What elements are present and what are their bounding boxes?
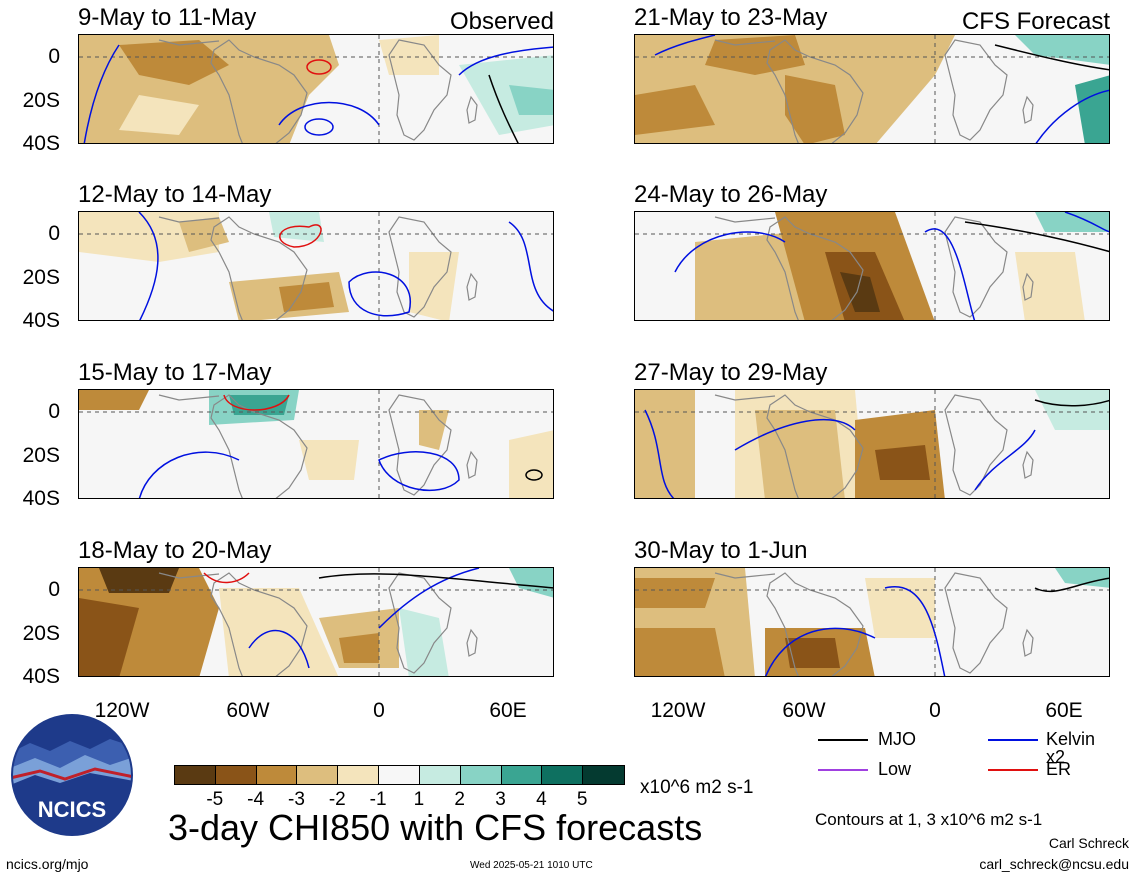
lat-label: 40S: [22, 665, 60, 688]
lat-label: 20S: [22, 622, 60, 645]
map-panel-observed-3: [78, 389, 554, 499]
colorbar-cell: [419, 766, 461, 784]
colorbar-cell: [175, 766, 216, 784]
lat-label: 20S: [22, 444, 60, 467]
colorbar-tick-label: -5: [206, 789, 224, 810]
main-title: 3-day CHI850 with CFS forecasts: [168, 807, 703, 848]
colorbar-cell: [338, 766, 380, 784]
colorbar-cell: [460, 766, 502, 784]
legend-label-low: Low: [878, 759, 912, 779]
colorbar-cell: [297, 766, 339, 784]
colorbar-tick-label: 5: [576, 789, 588, 810]
colorbar-tick-label: 3: [495, 789, 506, 810]
colorbar-tick-label: -2: [328, 789, 346, 810]
colorbar-tick-label: 4: [536, 789, 547, 810]
lon-label: 60E: [489, 699, 527, 722]
colorbar-cell: [542, 766, 584, 784]
lat-label: 0: [48, 45, 60, 68]
colorbar-tick-label: -4: [247, 789, 265, 810]
lon-label: 60W: [226, 699, 270, 722]
footer-email: carl_schreck@ncsu.edu: [979, 856, 1129, 872]
lon-label: 60E: [1045, 699, 1083, 722]
map-panel-observed-2: [78, 211, 554, 321]
legend-label-kelvin: Kelvin x2: [1046, 729, 1096, 767]
panel-title: 21-May to 23-May: [634, 4, 828, 31]
colorbar-units: x10^6 m2 s-1: [640, 777, 754, 798]
legend-swatch-mjo: [818, 739, 868, 741]
panel-title: 9-May to 11-May: [78, 4, 257, 31]
panel-label: CFS Forecast: [961, 8, 1110, 35]
footer-url: ncics.org/mjo: [6, 856, 89, 872]
panel-title: 27-May to 29-May: [634, 359, 828, 386]
lat-label: 40S: [22, 309, 60, 332]
lon-label: 120W: [94, 699, 150, 722]
legend-label-er: ER: [1046, 759, 1072, 779]
panel-title: 15-May to 17-May: [78, 359, 272, 386]
ncics-logo: NCICS: [10, 713, 134, 837]
lat-label: 0: [48, 222, 60, 245]
logo-text: NCICS: [38, 797, 106, 822]
colorbar-cell: [583, 766, 624, 784]
lon-label: 60W: [782, 699, 826, 722]
panel-title: 30-May to 1-Jun: [634, 537, 808, 564]
legend-swatch-er: [988, 769, 1038, 771]
footer-author: Carl Schreck: [1048, 835, 1129, 851]
lon-label: 0: [373, 699, 385, 722]
panel-title: 24-May to 26-May: [634, 181, 828, 208]
lat-label: 40S: [22, 487, 60, 510]
panel-title: 18-May to 20-May: [78, 537, 272, 564]
lat-label: 20S: [22, 89, 60, 112]
map-panel-forecast-2: [634, 211, 1110, 321]
colorbar-cell: [501, 766, 543, 784]
map-panel-observed-1: [78, 34, 554, 144]
panel-label: Observed: [449, 8, 554, 35]
map-panel-forecast-4: [634, 567, 1110, 677]
colorbar-tick-label: -3: [288, 789, 305, 810]
lat-label: 20S: [22, 266, 60, 289]
colorbar-tick-label: 2: [454, 789, 465, 810]
lat-label: 40S: [22, 132, 60, 155]
colorbar-cell: [256, 766, 298, 784]
map-panel-forecast-3: [634, 389, 1110, 499]
map-panel-forecast-1: [634, 34, 1110, 144]
colorbar-tick-label: -1: [369, 789, 387, 810]
footer-timestamp: Wed 2025-05-21 1010 UTC: [470, 860, 593, 871]
lat-label: 0: [48, 578, 60, 601]
legend-swatch-kelvin: [988, 739, 1038, 741]
legend-label-mjo: MJO: [878, 729, 916, 749]
colorbar-cell: [215, 766, 257, 784]
legend: MJO Kelvin x2 Low ER: [818, 730, 1118, 790]
legend-swatch-low: [818, 769, 868, 771]
colorbar-ticks: -5 -4 -3 -2 -1 1 2 3 4 5: [174, 790, 625, 812]
colorbar: [174, 765, 625, 785]
panel-title: 12-May to 14-May: [78, 181, 272, 208]
lon-label: 120W: [650, 699, 706, 722]
colorbar-tick-label: 1: [413, 789, 425, 810]
legend-note: Contours at 1, 3 x10^6 m2 s-1: [815, 810, 1043, 829]
colorbar-cell: [379, 766, 420, 784]
lat-label: 0: [48, 400, 60, 423]
lon-label: 0: [929, 699, 941, 722]
map-panel-observed-4: [78, 567, 554, 677]
